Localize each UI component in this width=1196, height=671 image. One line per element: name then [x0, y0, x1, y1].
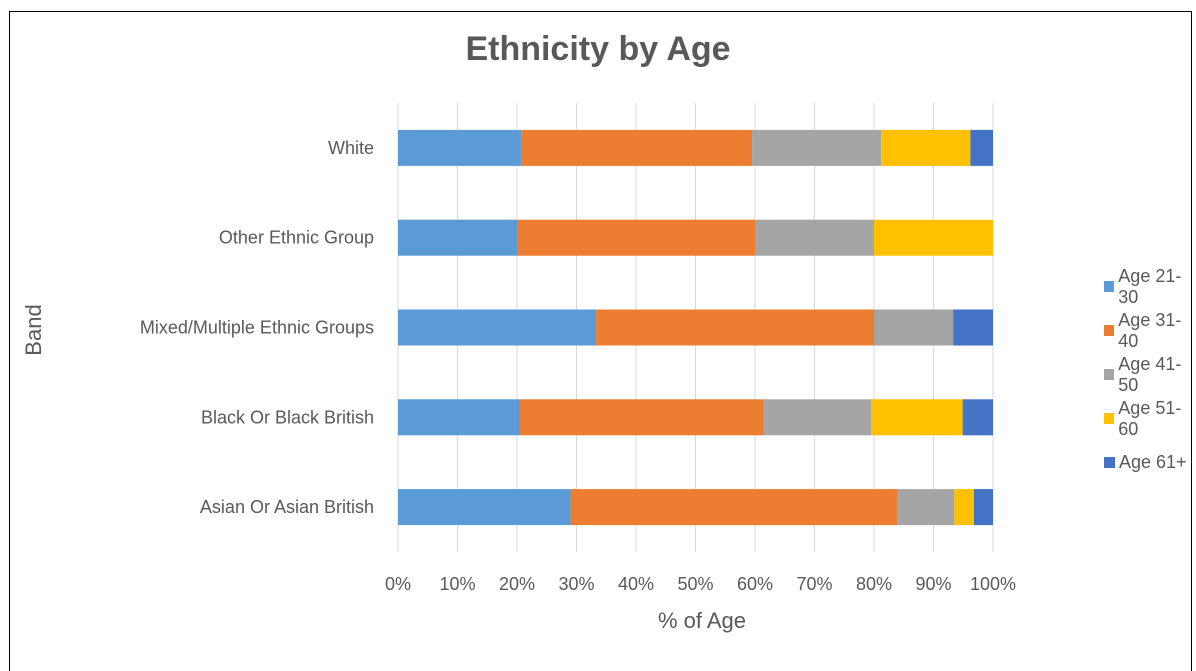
- x-axis-title: % of Age: [658, 608, 746, 633]
- bar-segment: [398, 489, 571, 526]
- bar-segment: [962, 399, 993, 436]
- bar-segment: [874, 309, 954, 346]
- x-tick-label: 90%: [915, 574, 951, 594]
- legend-item: Age 51-60: [1104, 398, 1196, 439]
- legend-swatch: [1104, 413, 1115, 424]
- legend-swatch: [1104, 325, 1115, 336]
- legend-swatch: [1104, 457, 1115, 468]
- bar-segment: [570, 489, 898, 526]
- bar-segment: [596, 309, 874, 346]
- bar-segment: [398, 399, 520, 436]
- x-tick-label: 40%: [618, 574, 654, 594]
- x-tick-label: 10%: [439, 574, 475, 594]
- legend-label: Age 51-60: [1118, 397, 1182, 439]
- legend-label: Age 41-50: [1118, 353, 1182, 395]
- chart-frame: [9, 11, 1192, 671]
- category-label: Black Or Black British: [201, 407, 374, 427]
- bar-segment: [973, 489, 993, 526]
- bars: [398, 129, 993, 526]
- x-tick-label: 60%: [737, 574, 773, 594]
- legend-item: Age 41-50: [1104, 354, 1196, 395]
- tick-labels: 0% 10% 20% 30% 40% 50% 60% 70% 80% 90% 100%: [385, 574, 1016, 594]
- bar-segment: [881, 129, 971, 166]
- bar-segment: [398, 129, 522, 166]
- x-tick-label: 70%: [796, 574, 832, 594]
- category-label: Mixed/Multiple Ethnic Groups: [140, 318, 374, 338]
- chart-title: Ethnicity by Age: [465, 30, 731, 68]
- bar-segment: [897, 489, 955, 526]
- bar-segment: [954, 489, 974, 526]
- legend-label: Age 31-40: [1118, 309, 1182, 351]
- category-label: Asian Or Asian British: [200, 497, 374, 517]
- category-label: White: [328, 138, 374, 158]
- y-axis-title: Band: [21, 304, 46, 355]
- legend-item: Age 61+: [1104, 448, 1196, 477]
- legend-swatch: [1104, 281, 1115, 292]
- x-tick-label: 80%: [856, 574, 892, 594]
- bar-segment: [398, 309, 597, 346]
- bar-segment: [755, 219, 874, 256]
- legend-item: Age 21-30: [1104, 266, 1196, 307]
- legend: Age 21-30 Age 31-40 Age 41-50 Age 51-60 Age …: [1104, 266, 1196, 492]
- x-tick-label: 50%: [677, 574, 713, 594]
- bar-segment: [517, 219, 755, 256]
- bar-segment: [874, 219, 993, 256]
- legend-item: Age 31-40: [1104, 310, 1196, 351]
- bar-segment: [970, 129, 993, 166]
- bar-segment: [519, 399, 764, 436]
- x-tick-label: 20%: [499, 574, 535, 594]
- category-label: Other Ethnic Group: [219, 228, 374, 248]
- bar-segment: [752, 129, 882, 166]
- bar-segment: [953, 309, 993, 346]
- bar-segment: [398, 219, 517, 256]
- bar-segment: [871, 399, 963, 436]
- x-tick-label: 0%: [385, 574, 411, 594]
- x-tick-label: 30%: [558, 574, 594, 594]
- x-tick-label: 100%: [970, 574, 1016, 594]
- legend-label: Age 61+: [1119, 452, 1187, 472]
- legend-swatch: [1104, 369, 1115, 380]
- legend-label: Age 21-30: [1118, 265, 1182, 307]
- category-labels: Asian Or Asian British Black Or Black Bri…: [140, 138, 374, 517]
- bar-segment: [763, 399, 872, 436]
- bar-segment: [521, 129, 753, 166]
